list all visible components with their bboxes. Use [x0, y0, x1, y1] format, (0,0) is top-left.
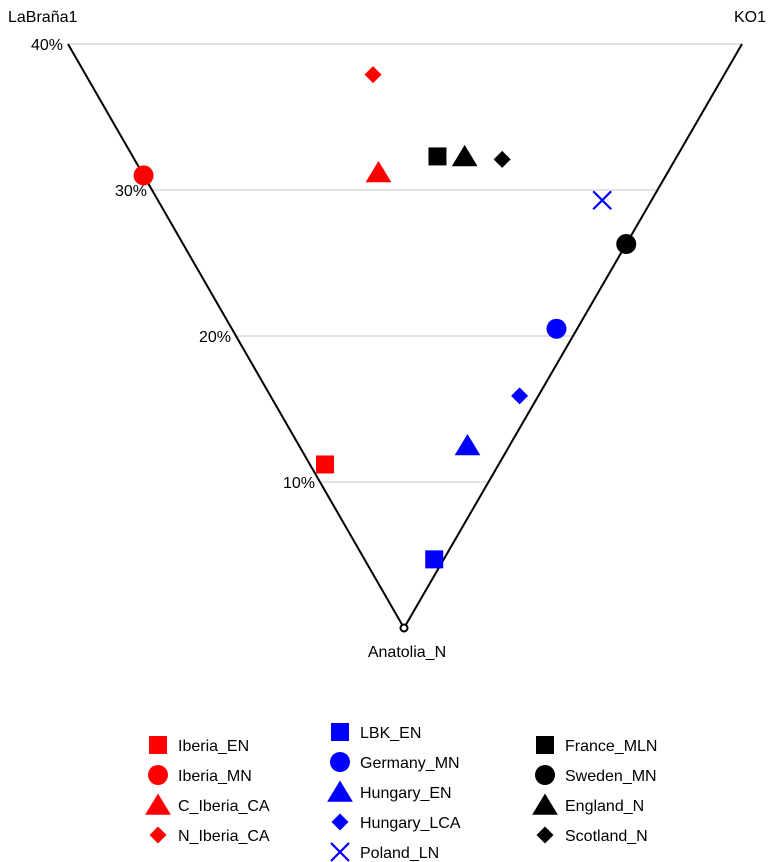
- legend-marker: [327, 780, 353, 802]
- legend-marker: [536, 736, 554, 754]
- legend-label: C_Iberia_CA: [178, 798, 270, 815]
- data-point-n-iberia-ca: [364, 66, 382, 84]
- legend-marker: [145, 793, 171, 815]
- data-point-hungary-lca: [511, 387, 529, 405]
- vertex-label-top-right: KO1: [734, 9, 766, 26]
- origin-point: [399, 623, 409, 633]
- legend-label: Hungary_LCA: [360, 815, 461, 832]
- data-point-england-n: [451, 144, 478, 167]
- legend-label: Hungary_EN: [360, 785, 452, 802]
- data-points: [133, 66, 637, 569]
- legend-marker: [149, 736, 167, 754]
- right-axis-line: [403, 43, 743, 629]
- left-axis-line: [67, 43, 405, 629]
- tick-labels: 10% 20% 30% 40%: [31, 37, 315, 492]
- legend-marker: [331, 723, 349, 741]
- legend-marker: [535, 765, 555, 785]
- data-point-germany-mn: [546, 318, 567, 339]
- data-point-c-iberia-ca: [365, 160, 392, 183]
- data-point-lbk-en: [425, 550, 444, 569]
- legend: Iberia_EN Iberia_MN C_Iberia_CA N_Iberia_CA…: [145, 723, 657, 862]
- vertex-label-top-left: LaBraña1: [8, 9, 77, 26]
- tick-label: 10%: [283, 475, 315, 492]
- data-point-scotland-n: [493, 150, 511, 168]
- grid-lines: [68, 43, 742, 483]
- data-point-hungary-en: [454, 434, 481, 456]
- data-point-iberia-mn: [133, 165, 154, 186]
- legend-marker: [532, 793, 558, 815]
- legend-label: Scotland_N: [565, 828, 648, 845]
- legend-label: France_MLN: [565, 738, 657, 755]
- triangle-axes: [67, 43, 743, 633]
- data-point-sweden-mn: [616, 234, 637, 255]
- data-point-iberia-en: [316, 455, 335, 474]
- legend-marker: [330, 842, 350, 862]
- legend-marker: [331, 813, 349, 831]
- vertex-label-bottom: Anatolia_N: [368, 644, 446, 661]
- data-point-france-mln: [428, 147, 447, 166]
- data-point-poland-ln: [592, 190, 612, 210]
- legend-marker: [148, 765, 168, 785]
- tick-label: 30%: [115, 183, 147, 200]
- legend-label: Iberia_EN: [178, 738, 249, 755]
- legend-marker: [149, 826, 167, 844]
- legend-marker: [536, 826, 554, 844]
- legend-label: Poland_LN: [360, 845, 439, 862]
- legend-label: Sweden_MN: [565, 768, 657, 785]
- legend-label: LBK_EN: [360, 725, 421, 742]
- legend-label: N_Iberia_CA: [178, 828, 270, 845]
- legend-label: Iberia_MN: [178, 768, 252, 785]
- tick-label: 40%: [31, 37, 63, 54]
- legend-label: Germany_MN: [360, 755, 460, 772]
- legend-label: England_N: [565, 798, 644, 815]
- legend-marker: [330, 752, 350, 772]
- tick-label: 20%: [199, 329, 231, 346]
